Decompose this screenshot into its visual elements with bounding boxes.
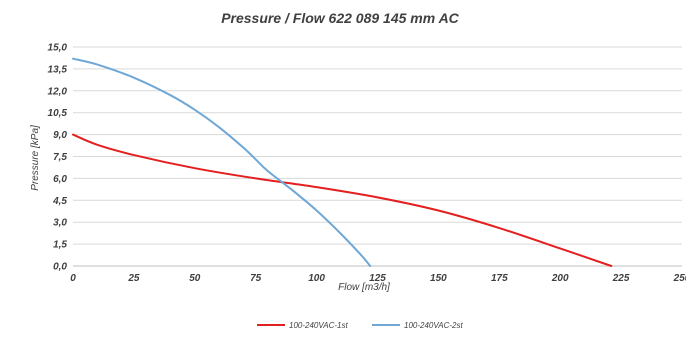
y-tick-label: 7,5 [53, 152, 67, 163]
x-axis-ticks: 0 25 50 75 100 125 150 175 200 225 250 [70, 273, 686, 284]
series [72, 57, 613, 267]
y-tick-label: 0,0 [53, 262, 67, 273]
x-tick-label: 225 [612, 273, 630, 284]
y-tick-label: 10,5 [48, 108, 68, 119]
legend: 100-240VAC-1st 100-240VAC-2st [257, 321, 463, 330]
x-tick-label: 175 [491, 273, 508, 284]
x-tick-label: 0 [70, 273, 76, 284]
grid [73, 46, 682, 267]
x-tick-label: 125 [369, 273, 386, 284]
y-tick-label: 6,0 [53, 174, 67, 185]
series-line-2 [72, 57, 372, 267]
y-tick-label: 9,0 [53, 130, 67, 141]
y-tick-label: 4,5 [52, 196, 67, 207]
x-tick-label: 250 [673, 273, 686, 284]
x-tick-label: 200 [551, 273, 569, 284]
x-tick-label: 150 [430, 273, 447, 284]
y-axis-label: Pressure [kPa] [30, 125, 41, 191]
x-tick-label: 50 [189, 273, 201, 284]
chart-title: Pressure / Flow 622 089 145 mm AC [221, 10, 459, 26]
y-tick-label: 3,0 [53, 218, 67, 229]
x-tick-label: 100 [308, 273, 325, 284]
x-tick-label: 25 [127, 273, 140, 284]
y-tick-label: 13,5 [48, 64, 68, 75]
legend-label-2: 100-240VAC-2st [404, 321, 463, 330]
legend-label-1: 100-240VAC-1st [289, 321, 348, 330]
y-axis-ticks: 0,0 1,5 3,0 4,5 6,0 7,5 9,0 10,5 12,0 13,5 15,0 [48, 43, 68, 273]
x-tick-label: 75 [250, 273, 262, 284]
y-tick-label: 15,0 [48, 43, 68, 54]
y-tick-label: 12,0 [48, 86, 68, 97]
y-tick-label: 1,5 [53, 240, 67, 251]
series-line-1 [72, 133, 613, 267]
x-axis-label: Flow [m3/h] [338, 282, 390, 293]
